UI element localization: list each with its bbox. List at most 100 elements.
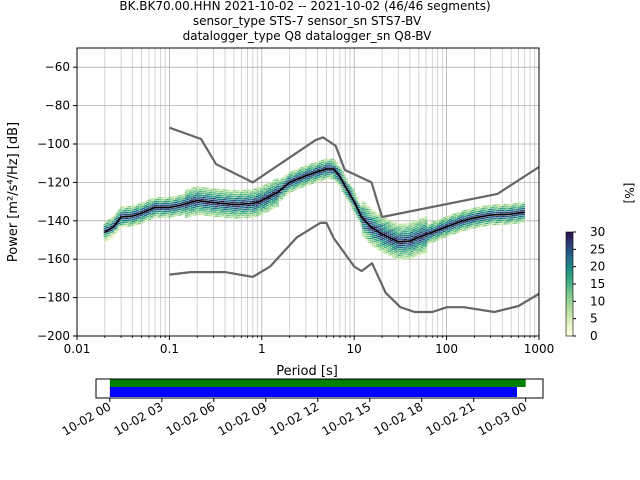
heatmap-cell bbox=[457, 213, 460, 216]
heatmap-cell bbox=[349, 196, 353, 199]
heatmap-cell bbox=[384, 238, 387, 241]
heatmap-cell bbox=[329, 162, 332, 164]
heatmap-cell bbox=[390, 220, 393, 223]
heatmap-cell bbox=[404, 257, 408, 260]
heatmap-cell bbox=[522, 203, 525, 206]
heatmap-cell bbox=[367, 233, 371, 236]
heatmap-cell bbox=[128, 219, 131, 221]
heatmap-cell bbox=[339, 167, 343, 170]
heatmap-cell bbox=[130, 205, 133, 208]
heatmap-cell bbox=[514, 216, 517, 219]
heatmap-cell bbox=[125, 221, 129, 223]
heatmap-cell bbox=[378, 214, 381, 216]
heatmap-cell bbox=[225, 212, 229, 215]
heatmap-cell bbox=[369, 210, 373, 213]
heatmap-cell bbox=[107, 225, 111, 227]
heatmap-cell bbox=[323, 163, 326, 165]
coverage-tick-label: 10-03 00 bbox=[475, 399, 529, 438]
heatmap-cell bbox=[152, 199, 156, 202]
heatmap-cell bbox=[412, 232, 416, 235]
heatmap-cell bbox=[219, 206, 223, 208]
heatmap-cell bbox=[201, 196, 204, 199]
heatmap-cell bbox=[245, 193, 249, 195]
heatmap-cell bbox=[357, 214, 361, 217]
heatmap-cell bbox=[398, 227, 401, 230]
heatmap-cell bbox=[426, 231, 430, 233]
heatmap-cell bbox=[138, 207, 141, 209]
heatmap-cell bbox=[123, 217, 127, 220]
heatmap-cell bbox=[302, 179, 306, 181]
heatmap-cell bbox=[262, 191, 265, 193]
heatmap-cell bbox=[201, 192, 204, 195]
heatmap-cell bbox=[384, 250, 387, 252]
heatmap-cell bbox=[225, 214, 229, 217]
heatmap-cell bbox=[262, 212, 265, 214]
heatmap-cell bbox=[107, 230, 111, 233]
heatmap-cell bbox=[410, 233, 414, 236]
heatmap-cell bbox=[422, 226, 426, 229]
heatmap-cell bbox=[386, 228, 389, 230]
heatmap-cell bbox=[365, 229, 369, 232]
heatmap-cell bbox=[430, 225, 434, 228]
heatmap-cell bbox=[134, 216, 137, 218]
heatmap-cell bbox=[504, 223, 507, 225]
heatmap-cell bbox=[373, 221, 377, 223]
heatmap-cell bbox=[262, 189, 265, 191]
heatmap-cell bbox=[376, 216, 379, 219]
heatmap-cell bbox=[272, 184, 275, 186]
x-tick-label: 0.01 bbox=[64, 342, 91, 356]
heatmap-cell bbox=[510, 215, 513, 217]
coverage-tick-label: 10-02 03 bbox=[112, 399, 166, 438]
heatmap-cell bbox=[207, 212, 210, 215]
heatmap-cell bbox=[180, 194, 184, 196]
heatmap-cell bbox=[510, 217, 513, 219]
heatmap-cell bbox=[166, 212, 170, 214]
heatmap-cell bbox=[182, 207, 186, 209]
heatmap-cell bbox=[408, 222, 412, 225]
heatmap-cell bbox=[357, 205, 361, 207]
heatmap-cell bbox=[516, 222, 519, 224]
heatmap-cell bbox=[221, 198, 225, 201]
heatmap-cell bbox=[386, 247, 389, 249]
heatmap-cell bbox=[365, 239, 369, 241]
heatmap-cell bbox=[239, 199, 243, 201]
heatmap-cell bbox=[186, 213, 190, 216]
heatmap-cell bbox=[300, 182, 304, 184]
heatmap-cell bbox=[369, 222, 373, 224]
heatmap-cell bbox=[408, 228, 412, 231]
heatmap-cell bbox=[264, 205, 267, 208]
heatmap-cell bbox=[367, 220, 371, 222]
heatmap-cell bbox=[195, 211, 198, 214]
heatmap-cell bbox=[268, 188, 271, 190]
heatmap-cell bbox=[215, 207, 219, 210]
heatmap-cell bbox=[170, 202, 174, 204]
heatmap-cell bbox=[243, 189, 247, 192]
heatmap-cell bbox=[123, 210, 127, 212]
heatmap-cell bbox=[378, 233, 381, 236]
heatmap-cell bbox=[123, 225, 127, 227]
heatmap-cell bbox=[270, 189, 273, 191]
heatmap-cell bbox=[219, 194, 223, 197]
heatmap-cell bbox=[422, 232, 426, 235]
heatmap-cell bbox=[170, 200, 174, 202]
heatmap-cell bbox=[191, 214, 194, 217]
heatmap-cell bbox=[136, 206, 139, 208]
heatmap-cell bbox=[154, 214, 158, 216]
heatmap-cell bbox=[396, 235, 399, 237]
heatmap-cell bbox=[162, 208, 166, 210]
heatmap-cell bbox=[424, 220, 428, 222]
heatmap-cell bbox=[339, 184, 343, 187]
heatmap-cell bbox=[193, 198, 196, 201]
heatmap-cell bbox=[461, 224, 464, 226]
heatmap-cell bbox=[256, 197, 259, 199]
heatmap-cell bbox=[103, 223, 107, 226]
heatmap-cell bbox=[355, 212, 359, 214]
heatmap-cell bbox=[508, 215, 511, 217]
heatmap-cell bbox=[188, 215, 192, 217]
heatmap-cell bbox=[376, 213, 379, 215]
heatmap-cell bbox=[237, 195, 241, 198]
heatmap-cell bbox=[422, 246, 426, 248]
heatmap-cell bbox=[412, 228, 416, 231]
heatmap-cell bbox=[408, 255, 412, 258]
heatmap-cell bbox=[315, 181, 318, 183]
